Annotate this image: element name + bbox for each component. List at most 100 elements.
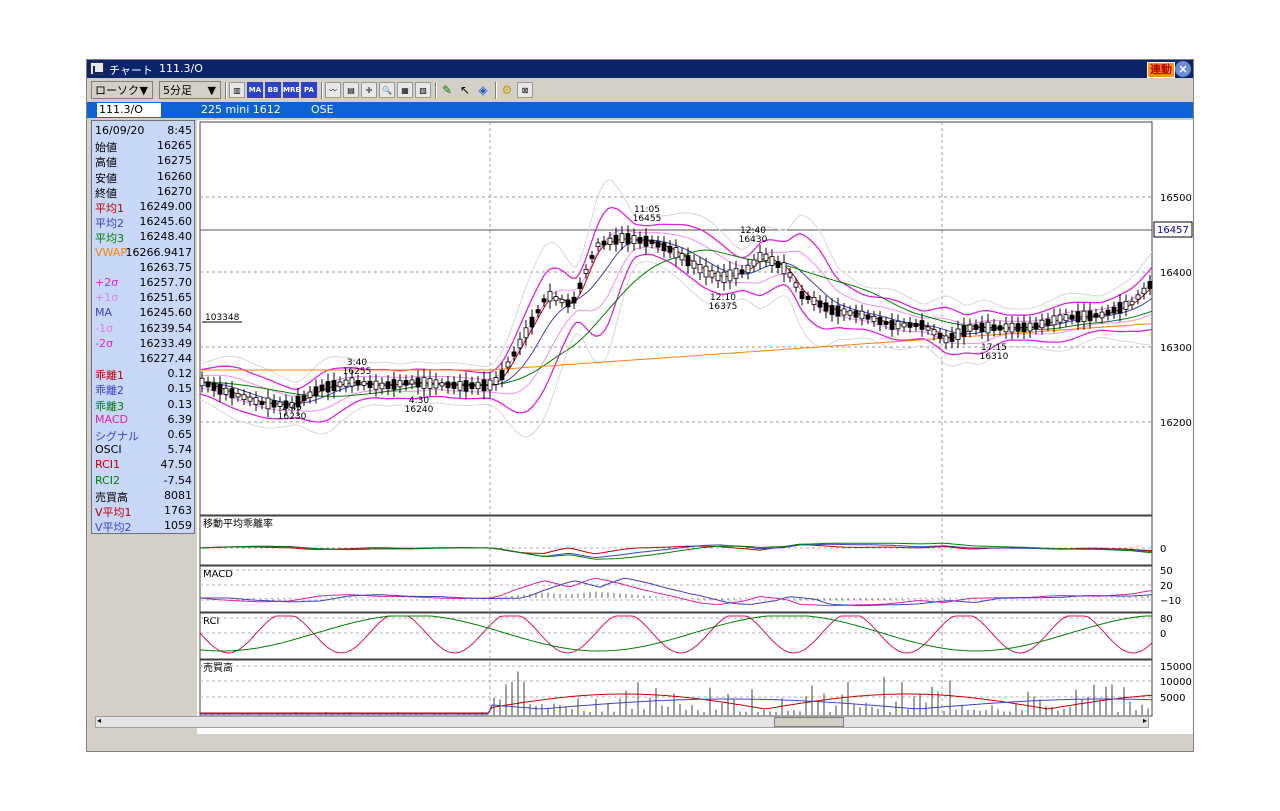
candle-body	[997, 325, 1003, 331]
info-row: MACD 6.39	[95, 413, 192, 428]
candle-body	[853, 310, 859, 318]
candle-body	[331, 380, 337, 392]
price-chart[interactable]: 16500 16400 16300 16200 16457 103348 11:051645…	[184, 120, 1193, 748]
instrument-name: 225 mini 1612	[201, 103, 281, 116]
annotation-time: 12:10	[710, 293, 736, 303]
info-value: 16249.00	[139, 200, 193, 213]
chart-area[interactable]: 16500 16400 16300 16200 16457 103348 11:05 1645…	[184, 120, 1193, 748]
candle-body	[883, 320, 889, 326]
annotation-price: 16430	[739, 235, 768, 245]
info-value: 0.65	[167, 428, 193, 441]
subpanel-tick-label: 10000	[1160, 677, 1192, 688]
price-tick-label: 16200	[1160, 418, 1192, 429]
bb-button[interactable]: BB	[265, 82, 281, 98]
candle-body	[943, 335, 949, 344]
subpanel-frame	[199, 659, 1153, 717]
pa-button[interactable]: PA	[301, 82, 317, 98]
candle-body	[343, 379, 349, 387]
subpanel-tick-label: 0	[1160, 544, 1166, 555]
candle-body	[283, 400, 289, 409]
candle-body	[793, 282, 799, 288]
candle-body	[763, 253, 769, 262]
info-label: VWAP	[95, 245, 127, 259]
chart-type-dropdown[interactable]: ローソク ▼	[91, 81, 153, 99]
info-label: -1σ	[95, 321, 113, 335]
candle-body	[463, 380, 469, 392]
price-tick-label: 16500	[1160, 193, 1192, 204]
info-label: +1σ	[95, 291, 119, 305]
line-chart-icon[interactable]: 〰	[325, 82, 341, 98]
scroll-right-icon[interactable]: ▸	[1142, 716, 1147, 725]
candle-body	[721, 271, 727, 283]
crosshair-icon[interactable]: ✛	[361, 82, 377, 98]
candle-body	[1087, 310, 1093, 322]
info-value: 1059	[164, 519, 192, 533]
subpanel-tick-label: 5000	[1160, 693, 1185, 704]
info-label: MACD	[95, 412, 128, 426]
horizontal-scrollbar[interactable]: ◂ ▸	[95, 716, 1149, 728]
info-row: 高値 16275	[95, 154, 192, 169]
candle-body	[439, 382, 445, 387]
candle-body	[559, 298, 565, 304]
candle-body	[919, 320, 925, 330]
bar-chart-icon[interactable]: ▤	[343, 82, 359, 98]
info-value: 0.12	[167, 367, 193, 381]
info-label: +2σ	[95, 276, 119, 289]
info-value: 8:45	[167, 124, 192, 137]
info-row: 平均1 16249.00	[95, 200, 192, 215]
symbol-input[interactable]: 111.3/O	[97, 103, 161, 117]
candle-body	[235, 392, 241, 398]
info-label: MA	[95, 306, 113, 320]
interval-dropdown[interactable]: 5分足 ▼	[159, 81, 221, 99]
pencil-icon[interactable]: ✎	[441, 83, 453, 97]
candle-body	[1009, 322, 1015, 333]
candle-body	[733, 268, 739, 279]
info-label: 平均2	[95, 217, 124, 231]
bollinger-plus2-line	[199, 206, 1153, 391]
bollinger-plus1-line	[199, 229, 1153, 398]
scroll-left-icon[interactable]: ◂	[97, 716, 102, 725]
candle-body	[811, 297, 817, 305]
candle-body	[835, 305, 841, 317]
subpanel-title: RCI	[203, 616, 219, 627]
candle-body	[715, 271, 721, 282]
cursor-icon[interactable]: ↖	[459, 83, 471, 97]
indicator-icon[interactable]: ▧	[415, 82, 431, 98]
candle-body	[355, 380, 361, 386]
candle-body	[1015, 323, 1021, 332]
grid-icon[interactable]: ▦	[397, 82, 413, 98]
eraser-icon[interactable]: ◈	[478, 83, 488, 97]
info-row: 安値 16260	[95, 170, 192, 185]
candle-body	[931, 329, 937, 336]
candle-body	[247, 396, 253, 402]
candle-body	[745, 264, 751, 274]
candle-body	[961, 325, 967, 337]
info-row: 乖離2 0.15	[95, 382, 192, 397]
ma-button[interactable]: MA	[247, 82, 263, 98]
close-icon[interactable]: ×	[1175, 61, 1191, 77]
candle-body	[1135, 294, 1141, 300]
candle-body	[211, 382, 217, 391]
candle-body	[703, 265, 709, 278]
window-symbol: 111.3/O	[159, 62, 203, 75]
annotation-time: 12:40	[740, 226, 766, 236]
candlestick-icon[interactable]: ▥	[229, 82, 245, 98]
candle-body	[841, 308, 847, 316]
info-value: 47.50	[160, 458, 193, 472]
toolbar-divider	[225, 82, 227, 99]
settings-icon[interactable]: ⚙	[501, 83, 513, 97]
link-button[interactable]: 連動	[1147, 62, 1175, 78]
scrollbar-thumb[interactable]	[774, 717, 844, 727]
mre-button[interactable]: MRE	[283, 82, 300, 98]
chevron-down-icon: ▼	[139, 84, 148, 97]
subpanel-tick-label: 80	[1160, 614, 1173, 625]
exchange-name: OSE	[311, 103, 334, 116]
candle-body	[1045, 318, 1051, 326]
delete-line-icon[interactable]: ⊠	[517, 82, 533, 98]
candle-body	[553, 296, 559, 302]
candle-body	[259, 400, 265, 406]
rci-1-line	[199, 615, 1153, 654]
subpanel-tick-label: 15000	[1160, 662, 1192, 673]
info-value: 16251.65	[139, 291, 193, 305]
zoom-icon[interactable]: 🔍	[379, 82, 395, 98]
